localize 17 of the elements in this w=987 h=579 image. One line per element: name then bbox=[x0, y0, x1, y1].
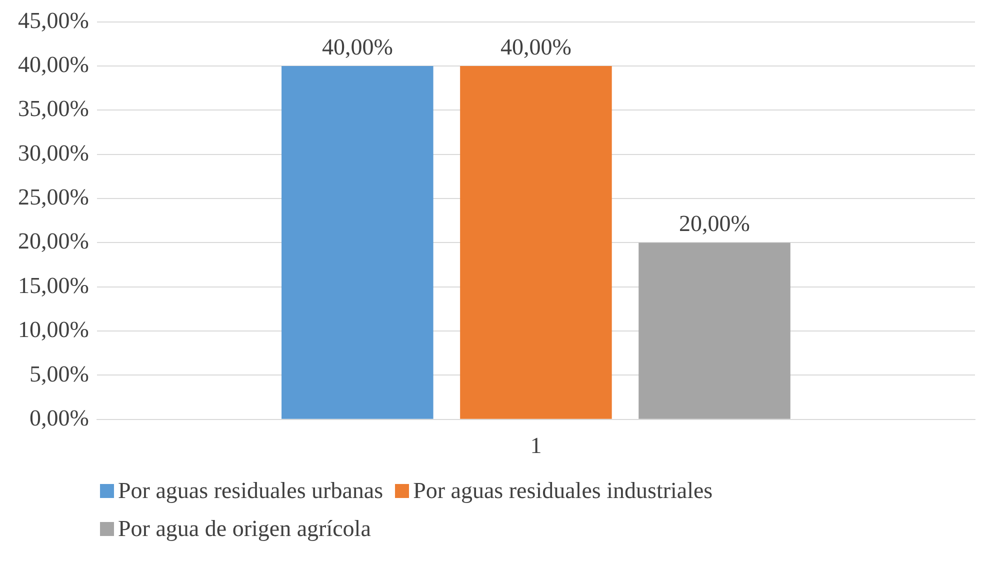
legend-label: Por aguas residuales industriales bbox=[413, 478, 713, 504]
y-tick-label: 45,00% bbox=[18, 8, 89, 33]
y-tick-label: 25,00% bbox=[18, 184, 89, 210]
x-tick-label: 1 bbox=[530, 433, 542, 458]
legend-label: Por agua de origen agrícola bbox=[118, 516, 371, 542]
y-tick-label: 40,00% bbox=[18, 52, 89, 78]
data-label: 20,00% bbox=[679, 211, 750, 236]
y-tick-label: 35,00% bbox=[18, 96, 89, 122]
data-label: 40,00% bbox=[322, 34, 393, 60]
y-tick-label: 15,00% bbox=[18, 272, 89, 298]
data-label: 40,00% bbox=[500, 34, 572, 60]
y-tick-label: 30,00% bbox=[18, 140, 89, 166]
legend-label: Por aguas residuales urbanas bbox=[118, 478, 384, 504]
y-tick-label: 0,00% bbox=[29, 405, 89, 430]
y-tick-label: 10,00% bbox=[18, 317, 89, 342]
y-tick-label: 5,00% bbox=[29, 361, 89, 386]
y-tick-label: 20,00% bbox=[18, 228, 89, 254]
